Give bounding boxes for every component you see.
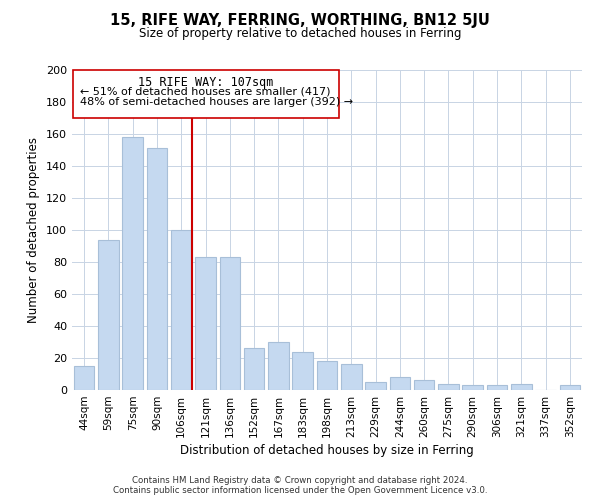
Bar [74, 366, 94, 390]
Bar [317, 361, 337, 390]
Bar [146, 148, 167, 390]
Text: ← 51% of detached houses are smaller (417): ← 51% of detached houses are smaller (41… [80, 86, 331, 96]
FancyBboxPatch shape [73, 70, 339, 118]
Text: Contains HM Land Registry data © Crown copyright and database right 2024.: Contains HM Land Registry data © Crown c… [132, 476, 468, 485]
Bar [341, 364, 362, 390]
Text: 48% of semi-detached houses are larger (392) →: 48% of semi-detached houses are larger (… [80, 97, 353, 107]
Text: 15 RIFE WAY: 107sqm: 15 RIFE WAY: 107sqm [139, 76, 274, 90]
Bar [389, 377, 410, 390]
Bar [487, 385, 508, 390]
Bar [560, 385, 580, 390]
Bar [463, 385, 483, 390]
Bar [220, 257, 240, 390]
Bar [438, 384, 459, 390]
Bar [268, 342, 289, 390]
X-axis label: Distribution of detached houses by size in Ferring: Distribution of detached houses by size … [180, 444, 474, 457]
Bar [511, 384, 532, 390]
Bar [98, 240, 119, 390]
Bar [244, 348, 265, 390]
Bar [365, 382, 386, 390]
Bar [414, 380, 434, 390]
Bar [122, 137, 143, 390]
Bar [292, 352, 313, 390]
Text: Contains public sector information licensed under the Open Government Licence v3: Contains public sector information licen… [113, 486, 487, 495]
Y-axis label: Number of detached properties: Number of detached properties [28, 137, 40, 323]
Text: 15, RIFE WAY, FERRING, WORTHING, BN12 5JU: 15, RIFE WAY, FERRING, WORTHING, BN12 5J… [110, 12, 490, 28]
Bar [195, 257, 216, 390]
Bar [171, 230, 191, 390]
Text: Size of property relative to detached houses in Ferring: Size of property relative to detached ho… [139, 28, 461, 40]
